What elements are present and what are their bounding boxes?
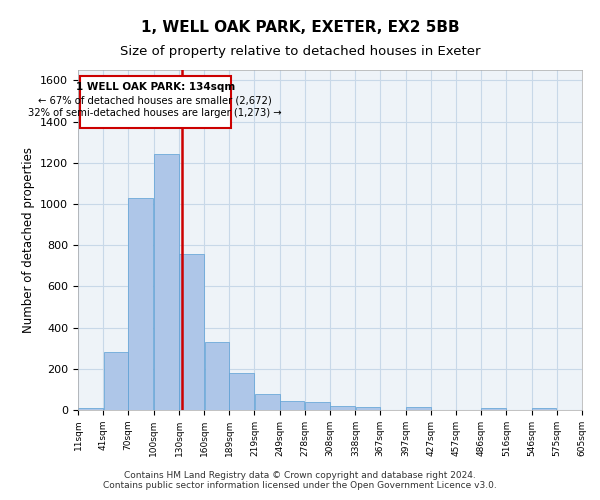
Bar: [205, 342, 229, 410]
Text: ← 67% of detached houses are smaller (2,672): ← 67% of detached houses are smaller (2,…: [38, 96, 272, 106]
Bar: [481, 408, 506, 410]
Bar: [280, 400, 304, 410]
Bar: [356, 407, 380, 410]
Text: 1 WELL OAK PARK: 134sqm: 1 WELL OAK PARK: 134sqm: [76, 82, 235, 92]
Bar: [254, 394, 280, 410]
Text: 32% of semi-detached houses are larger (1,273) →: 32% of semi-detached houses are larger (…: [28, 108, 282, 118]
Bar: [532, 408, 556, 410]
Text: Size of property relative to detached houses in Exeter: Size of property relative to detached ho…: [120, 45, 480, 58]
FancyBboxPatch shape: [80, 76, 231, 128]
Y-axis label: Number of detached properties: Number of detached properties: [22, 147, 35, 333]
Bar: [154, 154, 179, 410]
Bar: [330, 406, 355, 410]
Bar: [78, 408, 103, 410]
Bar: [406, 407, 431, 410]
Bar: [128, 198, 154, 410]
Bar: [179, 254, 204, 410]
Bar: [104, 352, 128, 410]
Bar: [305, 402, 330, 410]
Text: 1, WELL OAK PARK, EXETER, EX2 5BB: 1, WELL OAK PARK, EXETER, EX2 5BB: [140, 20, 460, 35]
Text: Contains HM Land Registry data © Crown copyright and database right 2024.
Contai: Contains HM Land Registry data © Crown c…: [103, 470, 497, 490]
Bar: [229, 373, 254, 410]
